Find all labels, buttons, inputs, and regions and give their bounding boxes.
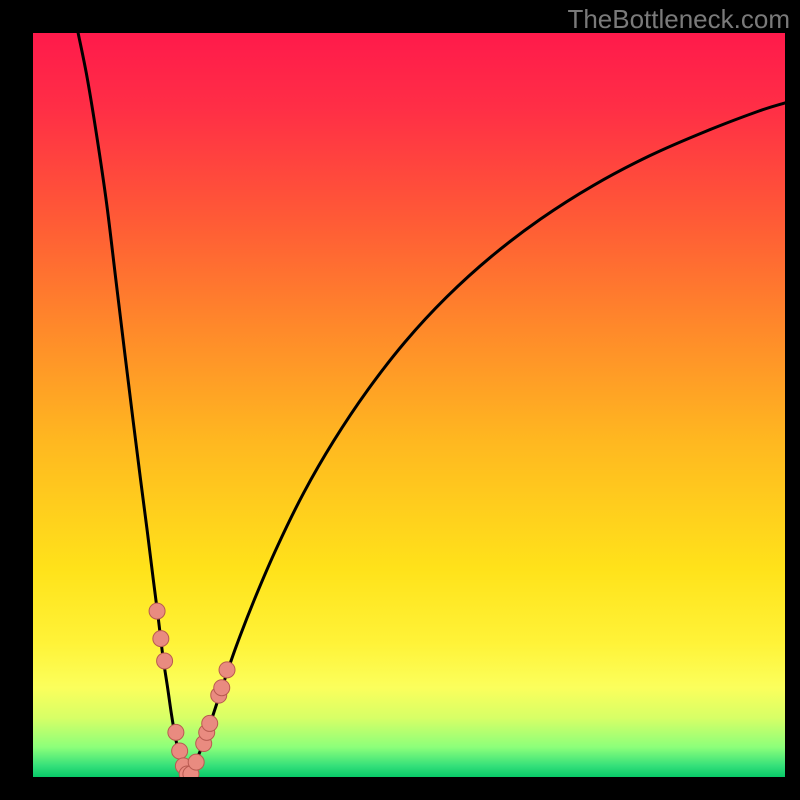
data-point	[153, 631, 169, 647]
data-point	[219, 662, 235, 678]
data-point	[168, 724, 184, 740]
data-point	[172, 743, 188, 759]
plot-area	[33, 33, 785, 777]
chart-container: TheBottleneck.com	[0, 0, 800, 800]
source-watermark: TheBottleneck.com	[567, 4, 790, 35]
data-markers	[149, 603, 235, 777]
data-point	[214, 680, 230, 696]
data-point	[202, 715, 218, 731]
data-point	[188, 754, 204, 770]
data-point	[157, 653, 173, 669]
data-point	[149, 603, 165, 619]
curve-overlay	[33, 33, 785, 777]
curve-right	[187, 103, 785, 776]
